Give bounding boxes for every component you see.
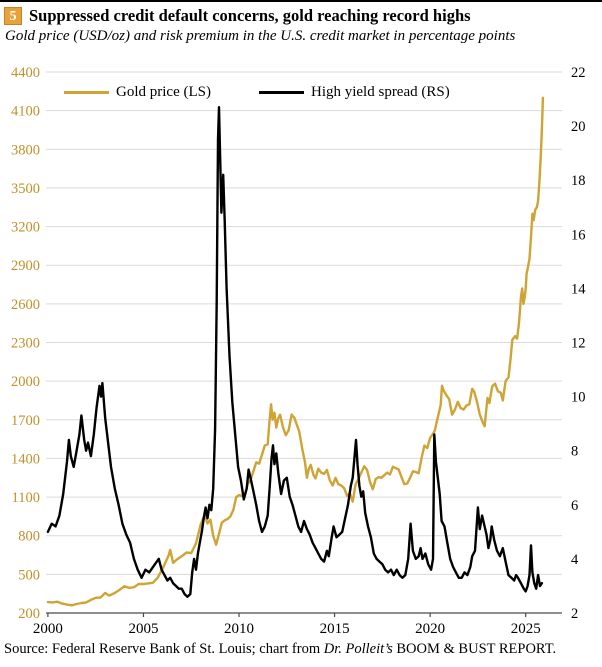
y-left-tick-label: 200	[18, 606, 40, 622]
y-left-tick-label: 3200	[11, 220, 40, 236]
y-right-tick-label: 10	[571, 390, 586, 406]
legend-item-spread: High yield spread (RS)	[258, 84, 450, 101]
y-left-tick-label: 1100	[12, 490, 40, 506]
legend-item-gold: Gold price (LS)	[64, 84, 211, 101]
x-tick-label: 2000	[33, 621, 63, 637]
y-right-tick-label: 22	[571, 65, 586, 81]
y-left-tick-label: 2300	[11, 336, 40, 352]
y-left-tick-label: 2900	[11, 258, 40, 274]
y-right-tick-label: 6	[571, 498, 578, 514]
chart-header: 5 Suppressed credit default concerns, go…	[4, 6, 471, 26]
x-tick-label: 2010	[224, 621, 254, 637]
page-title: Suppressed credit default concerns, gold…	[29, 6, 471, 25]
y-left-tick-label: 3500	[11, 181, 40, 197]
x-tick-label: 2015	[320, 621, 350, 637]
spread-line-swatch	[258, 91, 304, 94]
y-right-tick-label: 4	[571, 552, 579, 568]
y-left-tick-label: 1700	[11, 413, 40, 429]
y-left-tick-label: 800	[18, 529, 40, 545]
y-left-tick-label: 1400	[11, 451, 40, 467]
legend-label-spread: High yield spread (RS)	[310, 84, 450, 100]
source-prefix: Source: Federal Reserve Bank of St. Loui…	[4, 641, 324, 657]
figure-number-badge: 5	[4, 7, 22, 25]
y-right-tick-label: 12	[571, 336, 586, 352]
y-left-tick-label: 2600	[11, 297, 40, 313]
top-rule	[0, 0, 602, 2]
y-right-tick-label: 18	[571, 173, 586, 189]
source-suffix: BOOM & BUST REPORT.	[392, 641, 557, 657]
y-right-tick-label: 14	[571, 281, 586, 297]
high-yield-spread-line	[46, 105, 544, 598]
y-left-tick-label: 2000	[11, 374, 40, 390]
y-right-tick-label: 20	[571, 119, 586, 135]
gold-price-line	[46, 96, 545, 607]
x-tick-label: 2020	[415, 621, 445, 637]
y-left-tick-label: 4400	[11, 65, 40, 81]
x-tick-label: 2025	[511, 621, 541, 637]
y-left-tick-label: 500	[18, 567, 40, 583]
gold-line-swatch	[64, 91, 109, 94]
chart-subtitle: Gold price (USD/oz) and risk premium in …	[5, 28, 516, 44]
y-left-tick-label: 3800	[11, 142, 40, 158]
source-italic: Dr. Polleit’s	[323, 641, 393, 657]
legend-label-gold: Gold price (LS)	[116, 84, 211, 100]
y-left-tick-label: 4100	[11, 104, 40, 120]
source-note: Source: Federal Reserve Bank of St. Loui…	[4, 641, 556, 658]
y-right-tick-label: 16	[571, 227, 586, 243]
chart-legend: Gold price (LS) High yield spread (RS)	[64, 84, 450, 101]
y-right-tick-label: 8	[571, 444, 578, 460]
x-tick-label: 2005	[128, 621, 158, 637]
y-right-tick-label: 2	[571, 606, 578, 622]
